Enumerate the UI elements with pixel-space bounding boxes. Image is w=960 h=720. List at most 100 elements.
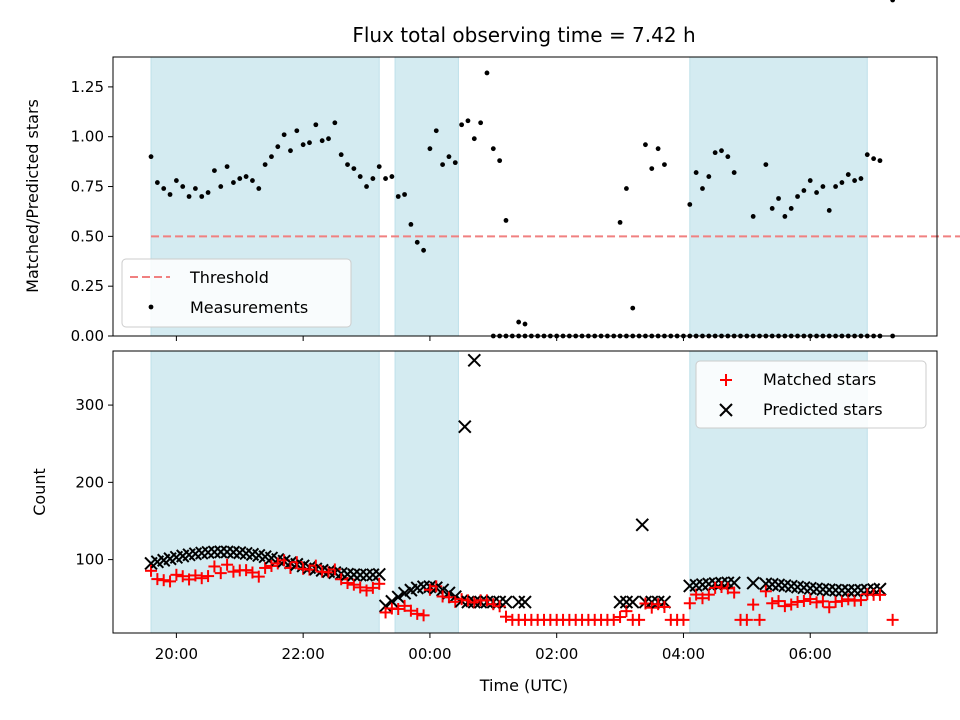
matched-star-mark <box>252 570 265 583</box>
measurement-point <box>199 194 205 199</box>
matched-star-mark <box>392 602 405 615</box>
observing-window-0 <box>150 350 380 634</box>
matched-star-mark <box>499 610 512 623</box>
matched-star-mark <box>677 613 690 626</box>
matched-star-mark <box>221 558 234 571</box>
matched-star-mark <box>728 586 741 599</box>
measurement-point <box>395 194 401 199</box>
measurement-point <box>490 146 496 152</box>
measurement-point <box>193 186 198 191</box>
measurement-point <box>617 220 623 225</box>
matched-star-mark <box>265 559 278 572</box>
predicted-star-mark <box>467 353 481 367</box>
legend-measurements-marker <box>148 304 154 310</box>
legend-matched-marker <box>720 374 732 386</box>
x-tick-label: 22:00 <box>282 645 325 663</box>
matched-star-mark <box>683 597 696 610</box>
legend-predicted-marker <box>719 403 733 417</box>
bottom-axes-frame <box>112 350 938 634</box>
matched-star-mark <box>759 585 772 598</box>
measurement-point <box>180 184 186 189</box>
bottom-legend-box <box>695 360 927 429</box>
matched-star-mark <box>753 613 766 626</box>
measurement-point <box>459 122 465 128</box>
ratio-panel: 0.00 0.25 0.50 0.75 1.00 1.25 Matched/Predict… <box>23 0 960 345</box>
predicted-star-mark <box>847 583 862 598</box>
ratio-marks <box>148 0 960 339</box>
matched-star-mark <box>690 588 703 601</box>
measurement-point <box>693 170 699 175</box>
measurement-point <box>687 202 693 207</box>
measurement-point <box>338 152 344 158</box>
measurement-point <box>643 142 648 148</box>
predicted-star-mark <box>372 567 386 582</box>
top-y-axis-title: Matched/Predicted stars <box>23 99 42 293</box>
top-y-tick-label: 0.25 <box>71 277 104 295</box>
measurement-point <box>402 192 407 197</box>
predicted-star-mark <box>214 545 228 559</box>
matched-star-mark <box>607 613 620 626</box>
measurement-point <box>750 214 756 219</box>
matched-star-mark <box>246 566 259 579</box>
measurement-point <box>370 176 376 181</box>
measurement-point <box>864 152 870 158</box>
predicted-star-mark <box>353 568 367 582</box>
measurement-point <box>497 158 503 164</box>
x-axis-title: Time (UTC) <box>479 676 568 695</box>
measurement-point <box>446 154 452 160</box>
predicted-star-mark <box>518 595 532 609</box>
measurement-point <box>281 132 287 138</box>
measurement-point <box>820 184 826 189</box>
chart-title: Flux total observing time = 7.42 h <box>352 23 695 47</box>
matched-star-mark <box>835 595 848 608</box>
measurement-point <box>452 160 458 166</box>
legend-measurements-label: Measurements <box>190 298 308 317</box>
measurement-point <box>706 174 712 179</box>
matched-star-mark <box>303 563 316 576</box>
matched-star-mark <box>195 572 208 585</box>
measurement-point <box>154 180 160 185</box>
top-axes-frame <box>112 56 938 337</box>
matched-star-mark <box>633 613 646 626</box>
measurement-point <box>731 170 737 175</box>
predicted-star-mark <box>835 583 849 598</box>
measurement-point <box>307 140 312 146</box>
matched-star-mark <box>658 600 671 613</box>
matched-star-mark <box>873 588 886 601</box>
predicted-star-mark <box>385 594 399 609</box>
measurement-point <box>839 180 845 185</box>
matched-star-mark <box>151 573 164 586</box>
measurement-point <box>275 144 281 150</box>
matched-star-mark <box>398 599 411 612</box>
measurement-point <box>237 176 243 181</box>
measurement-point <box>795 194 800 199</box>
measurement-point <box>389 174 395 179</box>
legend-predicted-label: Predicted stars <box>763 400 883 419</box>
bottom-y-ticks: 100 200 300 <box>75 396 113 569</box>
predicted-star-mark <box>416 580 431 594</box>
measurement-point <box>269 154 274 160</box>
matched-star-mark <box>366 581 379 594</box>
measurement-point <box>243 174 249 179</box>
matched-star-mark <box>411 607 424 620</box>
matched-star-mark <box>309 559 322 572</box>
matched-star-mark <box>778 600 791 613</box>
matched-star-mark <box>740 613 753 626</box>
measurement-point <box>218 184 224 189</box>
matched-star-mark <box>227 565 240 578</box>
x-tick-label: 00:00 <box>408 645 451 663</box>
x-tick-label: 20:00 <box>155 645 198 663</box>
measurement-point <box>186 194 192 199</box>
measurement-point <box>212 168 217 173</box>
measurement-point <box>383 176 388 181</box>
measurement-point <box>801 188 807 193</box>
matched-star-mark <box>360 584 373 597</box>
measurement-point <box>167 192 173 197</box>
measurement-point <box>624 186 629 191</box>
matched-star-mark <box>810 596 823 609</box>
measurement-point <box>826 208 832 213</box>
predicted-star-mark <box>378 599 393 613</box>
matched-star-mark <box>702 588 715 601</box>
matched-star-mark <box>772 595 785 608</box>
